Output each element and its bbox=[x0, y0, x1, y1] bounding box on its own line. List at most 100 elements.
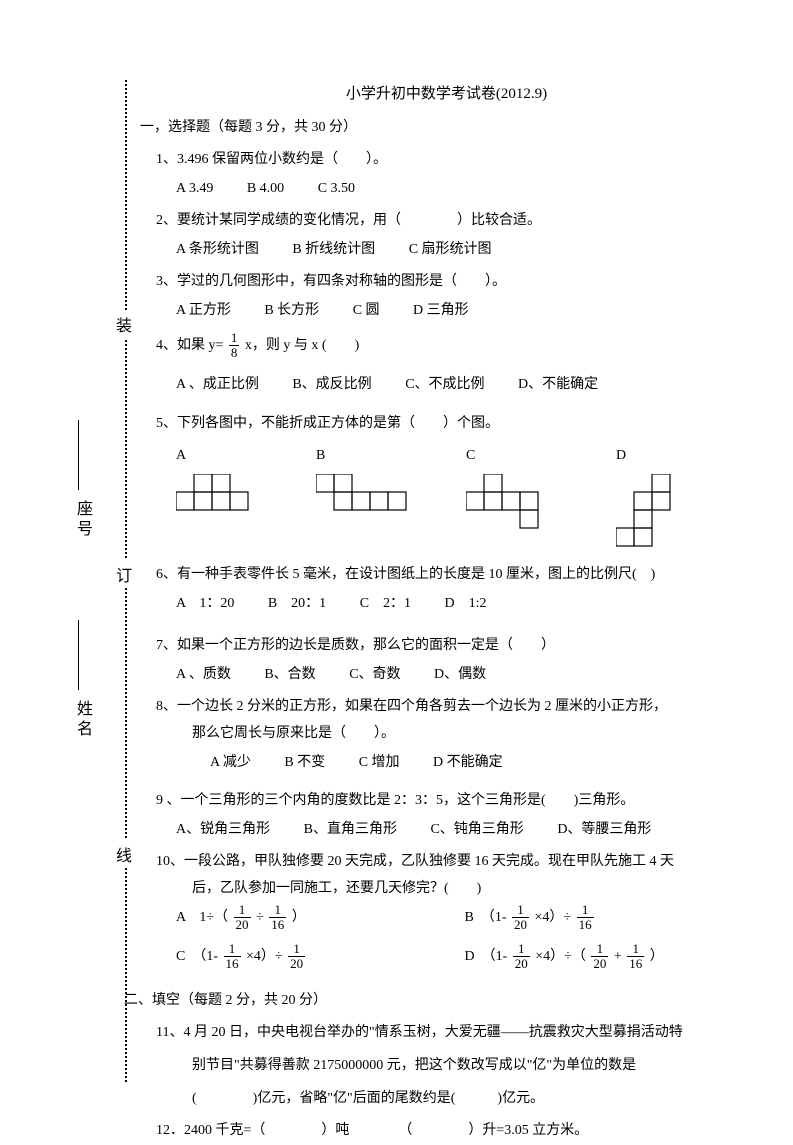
q1-opt-c: C 3.50 bbox=[318, 176, 355, 203]
q2-text: 2、要统计某同学成绩的变化情况，用（ ）比较合适。 bbox=[156, 208, 753, 235]
frac-1-16: 116 bbox=[627, 942, 644, 972]
q4-opt-c: C、不成比例 bbox=[405, 372, 484, 399]
main-content: 小学升初中数学考试卷(2012.9) 一，选择题（每题 3 分，共 30 分） … bbox=[140, 80, 753, 1145]
q6-opt-b: B 20：1 bbox=[268, 591, 326, 618]
q10-d-mid: ×4）÷（ bbox=[535, 949, 586, 964]
q5-net-c bbox=[466, 474, 566, 534]
q9-options: A、锐角三角形 B、直角三角形 C、钝角三角形 D、等腰三角形 bbox=[176, 817, 753, 844]
binding-char-xian: 线 bbox=[116, 840, 132, 868]
q5-net-d-wrap: D bbox=[616, 443, 696, 552]
q3-options: A 正方形 B 长方形 C 圆 D 三角形 bbox=[176, 298, 753, 325]
q10-opt-a: A 1÷（ 120 ÷ 116 ） bbox=[176, 903, 465, 933]
q10-b-mid: ×4）÷ bbox=[535, 910, 572, 925]
q4-pre: 4、如果 y= bbox=[156, 338, 223, 353]
q2-opt-c: C 扇形统计图 bbox=[409, 237, 492, 264]
name-line bbox=[78, 620, 79, 690]
q10-opt-d: D （1- 120 ×4）÷（ 120 + 116 ） bbox=[465, 942, 754, 972]
q1-opt-b: B 4.00 bbox=[247, 176, 284, 203]
q4-frac: 1 8 bbox=[229, 331, 240, 361]
q8-opt-a: A 减少 bbox=[210, 750, 251, 777]
q2-options: A 条形统计图 B 折线统计图 C 扇形统计图 bbox=[176, 237, 753, 264]
frac-1-20: 120 bbox=[288, 942, 305, 972]
q5-net-a bbox=[176, 474, 266, 528]
q1-options: A 3.49 B 4.00 C 3.50 bbox=[176, 176, 753, 203]
q7-opt-d: D、偶数 bbox=[434, 662, 486, 689]
q7-opt-c: C、奇数 bbox=[349, 662, 400, 689]
q7-text: 7、如果一个正方形的边长是质数，那么它的面积一定是（ ） bbox=[156, 633, 753, 660]
q3-opt-a: A 正方形 bbox=[176, 298, 231, 325]
q1-text: 1、3.496 保留两位小数约是（ ）。 bbox=[156, 147, 753, 174]
binding-margin: 线 订 装 bbox=[110, 80, 140, 1082]
exam-title: 小学升初中数学考试卷(2012.9) bbox=[140, 80, 753, 109]
frac-1-20: 120 bbox=[591, 942, 608, 972]
seat-label: 座号 bbox=[70, 500, 94, 540]
binding-char-zhuang: 装 bbox=[116, 310, 132, 338]
name-label: 姓名 bbox=[70, 700, 94, 740]
q10-opt-b: B （1- 120 ×4）÷ 116 bbox=[465, 903, 754, 933]
frac-1-16: 116 bbox=[269, 903, 286, 933]
q11-l3: ( )亿元，省略"亿"后面的尾数约是( )亿元。 bbox=[192, 1086, 753, 1113]
q10-d-plus: + bbox=[614, 949, 622, 964]
q6-opt-d: D 1:2 bbox=[445, 591, 487, 618]
q8-options: A 减少 B 不变 C 增加 D 不能确定 bbox=[210, 750, 753, 777]
q7-opt-b: B、合数 bbox=[264, 662, 315, 689]
q7-options: A 、质数 B、合数 C、奇数 D、偶数 bbox=[176, 662, 753, 689]
section2-heading: 二、填空（每题 2 分，共 20 分） bbox=[124, 988, 753, 1015]
q3-opt-c: C 圆 bbox=[353, 298, 380, 325]
q5-net-b bbox=[316, 474, 416, 528]
q10-a-pre: A 1÷（ bbox=[176, 910, 228, 925]
q4-frac-n: 1 bbox=[229, 331, 240, 346]
q10-a-div: ÷ bbox=[256, 910, 264, 925]
q5-label-b: B bbox=[316, 443, 416, 470]
q9-text: 9 、一个三角形的三个内角的度数比是 2：3：5，这个三角形是( )三角形。 bbox=[156, 788, 753, 815]
q2-opt-b: B 折线统计图 bbox=[292, 237, 375, 264]
seat-line bbox=[78, 420, 79, 490]
q9-opt-a: A、锐角三角形 bbox=[176, 817, 270, 844]
q10-text2: 后，乙队参加一同施工，还要几天修完？( ) bbox=[192, 876, 753, 903]
q5-nets: A B C bbox=[176, 443, 753, 552]
frac-1-20: 120 bbox=[234, 903, 251, 933]
q11-l1: 11、4 月 20 日，中央电视台举办的"情系玉树，大爱无疆——抗震救灾大型募捐… bbox=[156, 1020, 753, 1047]
frac-1-16: 116 bbox=[577, 903, 594, 933]
q10-options: A 1÷（ 120 ÷ 116 ） B （1- 120 ×4）÷ 116 C （… bbox=[176, 903, 753, 972]
q7-opt-a: A 、质数 bbox=[176, 662, 231, 689]
q3-opt-d: D 三角形 bbox=[413, 298, 469, 325]
frac-1-20: 120 bbox=[513, 942, 530, 972]
q11-l2: 别节目"共募得善款 2175000000 元，把这个数改写成以"亿"为单位的数是 bbox=[192, 1053, 753, 1080]
q5-label-d: D bbox=[616, 443, 696, 470]
q4-post: x，则 y 与 x ( ) bbox=[245, 338, 359, 353]
q5-text: 5、下列各图中，不能折成正方体的是第（ ）个图。 bbox=[156, 411, 753, 438]
q10-d-close: ） bbox=[650, 949, 664, 964]
q4-options: A 、成正比例 B、成反比例 C、不成比例 D、不能确定 bbox=[176, 372, 753, 399]
q6-opt-c: C 2：1 bbox=[360, 591, 411, 618]
q4-text: 4、如果 y= 1 8 x，则 y 与 x ( ) bbox=[156, 331, 753, 361]
q3-text: 3、学过的几何图形中，有四条对称轴的图形是（ ）。 bbox=[156, 269, 753, 296]
frac-1-16: 116 bbox=[224, 942, 241, 972]
q6-opt-a: A 1：20 bbox=[176, 591, 234, 618]
q4-opt-d: D、不能确定 bbox=[518, 372, 598, 399]
q10-text: 10、一段公路，甲队独修要 20 天完成，乙队独修要 16 天完成。现在甲队先施… bbox=[156, 849, 753, 876]
q4-frac-d: 8 bbox=[229, 346, 240, 360]
q6-text: 6、有一种手表零件长 5 毫米，在设计图纸上的长度是 10 厘米，图上的比例尺(… bbox=[156, 562, 753, 589]
q9-opt-d: D、等腰三角形 bbox=[557, 817, 651, 844]
section1-heading: 一，选择题（每题 3 分，共 30 分） bbox=[140, 115, 753, 142]
q10-a-close: ） bbox=[292, 910, 306, 925]
q10-c-pre: C （1- bbox=[176, 949, 218, 964]
q9-opt-b: B、直角三角形 bbox=[304, 817, 397, 844]
q5-net-c-wrap: C bbox=[466, 443, 566, 534]
q2-opt-a: A 条形统计图 bbox=[176, 237, 259, 264]
q5-label-c: C bbox=[466, 443, 566, 470]
q8-text: 8、一个边长 2 分米的正方形，如果在四个角各剪去一个边长为 2 厘米的小正方形… bbox=[156, 694, 753, 721]
frac-1-20: 120 bbox=[512, 903, 529, 933]
q6-options: A 1：20 B 20：1 C 2：1 D 1:2 bbox=[176, 591, 753, 618]
q3-opt-b: B 长方形 bbox=[264, 298, 319, 325]
q5-net-a-wrap: A bbox=[176, 443, 266, 528]
q8-opt-c: C 增加 bbox=[359, 750, 400, 777]
q4-opt-b: B、成反比例 bbox=[292, 372, 371, 399]
q5-net-d bbox=[616, 474, 696, 552]
q1-opt-a: A 3.49 bbox=[176, 176, 213, 203]
q8-opt-b: B 不变 bbox=[284, 750, 325, 777]
q9-opt-c: C、钝角三角形 bbox=[430, 817, 523, 844]
q10-d-pre: D （1- bbox=[465, 949, 508, 964]
q8-opt-d: D 不能确定 bbox=[433, 750, 503, 777]
